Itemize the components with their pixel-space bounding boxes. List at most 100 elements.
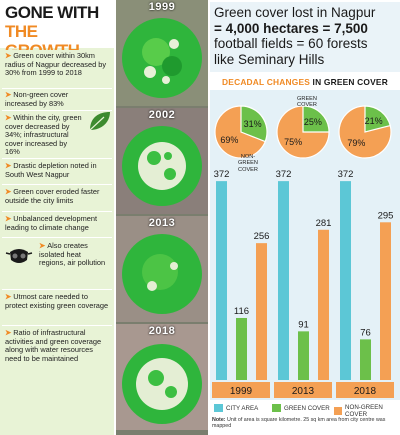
- bullet-7: ➤ Also creates isolated heat regions, air…: [36, 240, 112, 270]
- bullet-text: Non-green cover increased by 83%: [5, 90, 69, 108]
- note-text: Unit of area is square kilometre. 25 sq …: [212, 417, 386, 430]
- legend-item: NON-GREEN COVER: [334, 404, 400, 418]
- bar: [380, 222, 391, 380]
- bar-value-label: 256: [254, 231, 270, 242]
- bullet-text: Drastic depletion noted in South West Na…: [5, 161, 97, 179]
- pollution-mask-icon: [5, 241, 33, 269]
- divider: [2, 158, 112, 159]
- category-label: 2018: [354, 386, 377, 397]
- bullet-6: ➤ Unbalanced development leading to clima…: [2, 213, 112, 235]
- chart-legend: CITY AREA GREEN COVER NON-GREEN COVER: [210, 402, 400, 418]
- bar-value-label: 372: [338, 169, 354, 180]
- arrow-icon: ➤: [39, 241, 46, 250]
- category-band: [212, 382, 270, 398]
- legend-label: CITY AREA: [226, 404, 259, 412]
- category-label: 2013: [292, 386, 315, 397]
- title-line: like Seminary Hills: [214, 51, 325, 67]
- title-line: = 4,000 hectares = 7,500: [214, 20, 368, 36]
- divider: [2, 110, 112, 111]
- arrow-icon: ➤: [5, 51, 12, 60]
- pie-annotation-non-green: NON-GREEN COVER: [238, 154, 258, 173]
- legend-item: GREEN COVER: [272, 404, 330, 412]
- year-label: 2002: [148, 109, 176, 121]
- bullet-text: Unbalanced development leading to climat…: [5, 214, 98, 232]
- bullet-5: ➤ Green cover eroded faster outside the c…: [2, 186, 112, 208]
- bar: [278, 181, 289, 380]
- chart-area: 31% 69% 25% 75% 21% 79% 372 116 256 1999 372 91 281 2…: [210, 90, 400, 400]
- pie-slice-green: [364, 105, 391, 133]
- bar: [318, 229, 329, 380]
- bar-value-label: 281: [316, 218, 332, 229]
- divider: [2, 325, 112, 326]
- pie-label-green: 25%: [304, 117, 322, 127]
- legend-swatch: [214, 404, 223, 412]
- bullet-text: Also creates isolated heat regions, air …: [39, 241, 106, 268]
- category-label: 1999: [230, 386, 253, 397]
- arrow-icon: ➤: [5, 292, 12, 301]
- bullet-text: Green cover eroded faster outside the ci…: [5, 187, 100, 205]
- pie-annotation-green: GREEN COVER: [297, 96, 317, 109]
- satellite-map: [116, 108, 208, 214]
- bar-value-label: 116: [234, 306, 249, 317]
- year-label: 1999: [148, 1, 176, 13]
- arrow-icon: ➤: [5, 161, 12, 170]
- satellite-map: [116, 324, 208, 430]
- bar: [256, 243, 267, 380]
- bullet-4: ➤ Drastic depletion noted in South West N…: [2, 160, 112, 182]
- bar-value-label: 76: [360, 327, 371, 338]
- chart-heading: DECADAL CHANGES IN GREEN COVER: [210, 74, 400, 90]
- satellite-panel: 1999: [116, 0, 208, 106]
- headline-line1: GONE WITH: [5, 3, 99, 22]
- leaf-icon: [89, 112, 110, 131]
- pie-label-non-green: 69%: [220, 135, 238, 145]
- pie-slice-green: [240, 105, 268, 143]
- bar: [216, 181, 227, 380]
- bar-value-label: 295: [378, 210, 394, 221]
- bullet-text: Ratio of infrastructural activities and …: [5, 328, 102, 363]
- arrow-icon: ➤: [5, 90, 12, 99]
- satellite-map: [116, 216, 208, 322]
- bullet-text: Within the city, green cover decreased b…: [5, 113, 82, 157]
- arrow-icon: ➤: [5, 328, 12, 337]
- legend-swatch: [272, 404, 281, 412]
- bullet-2: ➤ Non-green cover increased by 83%: [2, 89, 86, 111]
- title-line: football fields = 60 forests: [214, 36, 368, 51]
- legend-label: GREEN COVER: [284, 404, 330, 412]
- satellite-map: [116, 0, 208, 106]
- legend-item: CITY AREA: [214, 404, 258, 412]
- bar-value-label: 372: [214, 169, 230, 180]
- divider: [2, 211, 112, 212]
- divider: [2, 237, 112, 238]
- satellite-panel: 2018: [116, 324, 208, 430]
- page-title: Green cover lost in Nagpur = 4,000 hecta…: [210, 2, 400, 72]
- category-band: [336, 382, 394, 398]
- chart-heading-highlight: DECADAL CHANGES: [222, 77, 311, 87]
- chart-note: Note: Unit of area is square kilometre. …: [210, 416, 400, 435]
- bullet-1: ➤ Green cover within 30km radius of Nagpu…: [2, 50, 112, 80]
- bar: [236, 317, 247, 380]
- bar: [340, 181, 351, 380]
- year-label: 2018: [148, 325, 176, 337]
- divider: [2, 88, 112, 89]
- divider: [2, 184, 112, 185]
- legend-swatch: [334, 407, 343, 415]
- satellite-panel: 2002: [116, 108, 208, 214]
- satellite-strip: 1999 2002 2013: [116, 0, 208, 435]
- bullet-text: Green cover within 30km radius of Nagpur…: [5, 51, 107, 78]
- bar-value-label: 372: [276, 169, 292, 180]
- title-line: Green cover lost in Nagpur: [214, 5, 376, 20]
- bullet-3: ➤ Within the city, green cover decreased …: [2, 112, 86, 159]
- bullet-8: ➤ Utmost care needed to protect existing …: [2, 291, 112, 313]
- satellite-panel: 2013: [116, 216, 208, 322]
- left-column: GONE WITH THE GROWTH ➤Green cover within…: [0, 0, 114, 435]
- pie-label-green: 31%: [244, 119, 262, 129]
- legend-label: NON-GREEN COVER: [345, 404, 383, 418]
- arrow-icon: ➤: [5, 214, 12, 223]
- bar: [298, 331, 309, 380]
- bar: [360, 339, 371, 380]
- note-label: Note:: [212, 417, 226, 423]
- bullet-9: ➤ Ratio of infrastructural activities and…: [2, 327, 112, 366]
- pie-label-non-green: 79%: [347, 138, 365, 148]
- divider: [2, 289, 112, 290]
